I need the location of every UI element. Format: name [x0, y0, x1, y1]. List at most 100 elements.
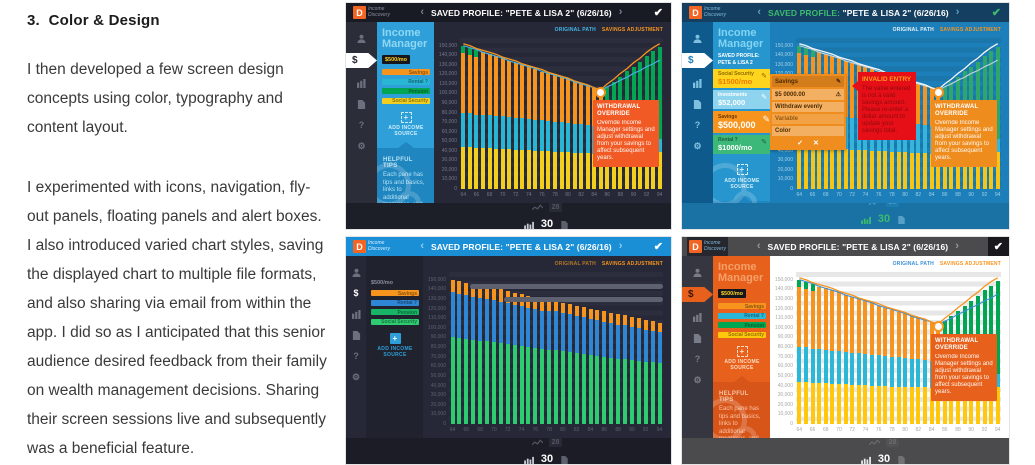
nav-help-icon[interactable]: ? — [694, 354, 701, 364]
document-export-icon[interactable] — [896, 452, 907, 465]
withdrawal-override-alert[interactable]: WITHDRAWAL OVERRIDE Override Income Manag… — [931, 99, 997, 167]
nav-settings-gear-icon[interactable]: ⚙ — [351, 371, 361, 382]
withdrawal-marker[interactable] — [934, 323, 942, 331]
line-chart-style-icon[interactable] — [531, 438, 544, 451]
income-source-bar[interactable]: Savings — [382, 69, 430, 76]
source-item[interactable]: Social Security $1500/mo ✎ — [713, 69, 770, 88]
withdrawal-marker[interactable] — [597, 89, 605, 96]
nav-profile-icon[interactable] — [691, 266, 705, 278]
add-income-source-button[interactable]: + ADD INCOME SOURCE — [388, 111, 424, 137]
line-chart-style-icon[interactable] — [531, 203, 544, 216]
income-source-bar[interactable]: Pension — [718, 322, 766, 329]
year-count-current[interactable]: 30 — [540, 453, 554, 465]
x-axis-label: 84 — [587, 427, 594, 433]
chevron-left-icon[interactable]: ‹ — [420, 6, 425, 18]
collapsed-line-strip[interactable] — [469, 284, 663, 290]
checkmark-icon[interactable]: ✔ — [653, 7, 663, 19]
collapsed-line-strip[interactable] — [504, 296, 663, 302]
chart-legend: ORIGINAL PATH SAVINGS ADJUSTMENT — [555, 27, 663, 33]
withdrawal-marker[interactable] — [934, 89, 942, 96]
chevron-right-icon[interactable]: › — [955, 240, 959, 252]
source-item[interactable]: Savings $500,000 ✎ — [713, 111, 770, 133]
checkmark-icon[interactable]: ✔ — [991, 7, 1001, 19]
year-count-current[interactable]: 30 — [877, 213, 891, 225]
income-source-bar[interactable]: Pension — [382, 88, 430, 95]
color-option[interactable]: Color — [772, 126, 844, 136]
withdrawal-override-alert[interactable]: WITHDRAWAL OVERRIDE Override Income Manag… — [593, 99, 659, 167]
income-source-bar[interactable]: Rental ? — [718, 312, 766, 319]
year-count-current[interactable]: 30 — [877, 453, 891, 465]
document-export-icon[interactable] — [559, 452, 570, 465]
nav-income-dollar-icon[interactable]: $ — [682, 287, 713, 302]
checkmark-icon[interactable]: ✔ — [653, 241, 663, 253]
year-count-current[interactable]: 30 — [540, 218, 554, 230]
nav-profile-icon[interactable] — [349, 266, 363, 278]
stacked-bar-segment — [526, 119, 531, 150]
add-income-source-button[interactable]: + ADD INCOME SOURCE — [724, 164, 760, 190]
cancel-icon[interactable]: ✕ — [813, 140, 819, 147]
nav-reports-icon[interactable] — [355, 98, 369, 110]
nav-profile-icon[interactable] — [691, 32, 705, 44]
chevron-right-icon[interactable]: › — [955, 6, 960, 18]
year-count-prev[interactable]: 28 — [549, 438, 562, 447]
chevron-right-icon[interactable]: › — [618, 240, 623, 252]
add-income-source-button[interactable]: + ADD INCOME SOURCE — [724, 345, 760, 371]
source-item[interactable]: Investments $52,000 ✎ — [713, 90, 770, 109]
document-export-icon[interactable] — [896, 212, 907, 228]
nav-reports-icon[interactable] — [691, 332, 705, 344]
add-income-source-button[interactable]: + ADD INCOME SOURCE — [377, 332, 413, 358]
nav-help-icon[interactable]: ? — [353, 351, 359, 361]
checkmark-icon[interactable]: ✔ — [987, 237, 1009, 256]
income-source-bar[interactable]: Social Security — [718, 331, 766, 338]
income-source-bar[interactable]: Social Security — [371, 318, 419, 325]
income-source-bar[interactable]: Rental ? — [371, 299, 419, 306]
variable-option[interactable]: Variable — [772, 114, 844, 124]
nav-chart-icon[interactable] — [691, 77, 705, 89]
nav-chart-icon[interactable] — [691, 311, 705, 323]
document-export-icon[interactable] — [559, 217, 570, 230]
line-chart-style-icon[interactable] — [868, 438, 881, 451]
income-source-bar[interactable]: Savings — [718, 303, 766, 310]
nav-income-dollar-icon[interactable]: $ — [682, 53, 713, 68]
nav-help-icon[interactable]: ? — [694, 120, 701, 130]
income-source-bar[interactable]: Pension — [371, 309, 419, 316]
nav-settings-gear-icon[interactable]: ⚙ — [357, 140, 366, 151]
bar-chart-style-icon[interactable] — [861, 212, 872, 228]
savings-amount-input[interactable]: $5 0000.00 ⚠ — [772, 89, 844, 100]
nav-income-dollar-icon[interactable]: $ — [353, 288, 359, 298]
year-count-prev[interactable]: 28 — [886, 203, 899, 207]
year-count-prev[interactable]: 28 — [549, 203, 562, 212]
stacked-bar-segment — [585, 85, 590, 125]
income-source-bar[interactable]: Social Security — [382, 97, 430, 104]
nav-profile-icon[interactable] — [355, 32, 369, 44]
nav-settings-gear-icon[interactable]: ⚙ — [693, 140, 702, 151]
chevron-left-icon[interactable]: ‹ — [757, 6, 762, 18]
stacked-bar-segment — [929, 153, 934, 189]
income-source-bar[interactable]: Savings — [371, 290, 419, 297]
bar-chart-style-icon[interactable] — [861, 452, 872, 465]
nav-chart-icon[interactable] — [349, 308, 363, 320]
stacked-bar-segment — [803, 381, 808, 424]
line-chart-style-icon[interactable] — [868, 203, 880, 211]
chevron-right-icon[interactable]: › — [618, 6, 623, 18]
nav-reports-icon[interactable] — [691, 98, 705, 110]
nav-chart-icon[interactable] — [355, 77, 369, 89]
year-count-next[interactable]: 32 — [878, 229, 891, 230]
bar-chart-style-icon[interactable] — [524, 452, 535, 465]
withdraw-evenly-option[interactable]: Withdraw evenly — [772, 102, 844, 112]
income-source-bar[interactable]: Rental ? — [382, 78, 430, 85]
nav-settings-gear-icon[interactable]: ⚙ — [693, 374, 702, 385]
nav-income-dollar-icon[interactable]: $ — [346, 53, 377, 68]
source-item[interactable]: Rental ? $1000/mo ✎ — [713, 135, 770, 154]
nav-help-icon[interactable]: ? — [358, 120, 365, 130]
bar-chart-style-icon[interactable] — [524, 217, 535, 230]
withdrawal-override-alert[interactable]: WITHDRAWAL OVERRIDE Override Income Manag… — [931, 333, 997, 401]
invalid-entry-alert[interactable]: INVALID ENTRY The value entered is not a … — [852, 72, 916, 140]
chevron-left-icon[interactable]: ‹ — [420, 240, 425, 252]
year-count-prev[interactable]: 28 — [886, 438, 899, 447]
chevron-left-icon[interactable]: ‹ — [756, 240, 761, 252]
nav-reports-icon[interactable] — [349, 329, 363, 341]
confirm-icon[interactable]: ✓ — [797, 140, 803, 147]
y-axis-label: 30,000 — [441, 157, 457, 164]
